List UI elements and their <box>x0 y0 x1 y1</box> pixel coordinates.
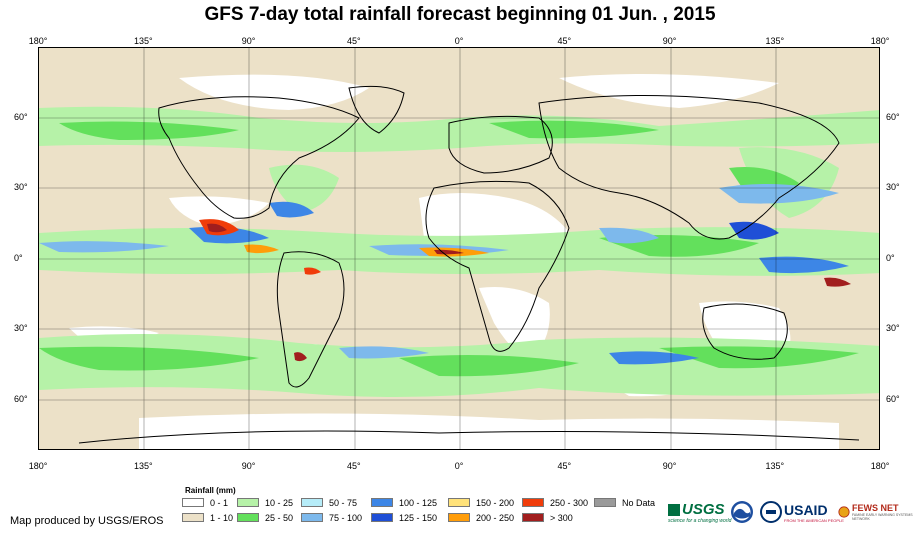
rain-25-50 <box>39 120 859 377</box>
legend-label: 200 - 250 <box>476 512 515 523</box>
legend-label: > 300 <box>550 512 573 523</box>
legend-swatch <box>522 513 544 522</box>
longitude-tick-top: 180° <box>28 36 48 46</box>
legend-swatch <box>237 513 259 522</box>
longitude-tick-top: 90° <box>662 36 677 46</box>
legend-item: 0 - 1 <box>182 497 228 508</box>
legend-swatch <box>301 498 323 507</box>
usgs-wave-icon <box>668 503 680 516</box>
longitude-tick-bottom: 90° <box>241 461 256 471</box>
rainfall-map-canvas <box>39 48 879 449</box>
usaid-logo: USAID FROM THE AMERICAN PEOPLE <box>760 497 844 527</box>
longitude-tick-top: 0° <box>454 36 464 46</box>
credit-text: Map produced by USGS/EROS <box>10 515 164 527</box>
legend-item: 1 - 10 <box>182 512 233 523</box>
legend-item: 25 - 50 <box>237 512 293 523</box>
legend-swatch <box>448 498 470 507</box>
latitude-tick-left: 0° <box>14 253 23 263</box>
legend-item: > 300 <box>522 512 573 523</box>
latitude-tick-right: 60° <box>886 394 900 404</box>
latitude-tick-right: 30° <box>886 323 900 333</box>
latitude-tick-right: 0° <box>886 253 895 263</box>
legend-item: No Data <box>594 497 655 508</box>
legend-swatch <box>371 513 393 522</box>
longitude-tick-bottom: 180° <box>870 461 890 471</box>
legend-item: 125 - 150 <box>371 512 437 523</box>
legend-label: 75 - 100 <box>329 512 363 523</box>
legend-item: 75 - 100 <box>301 512 362 523</box>
legend-swatch <box>371 498 393 507</box>
legend-label: 150 - 200 <box>476 497 515 508</box>
legend-label: 25 - 50 <box>265 512 294 523</box>
longitude-tick-bottom: 45° <box>346 461 361 471</box>
legend-swatch <box>301 513 323 522</box>
latitude-tick-right: 30° <box>886 182 900 192</box>
usgs-logo: USGS science for a changing world <box>668 497 731 527</box>
noaa-logo-icon <box>730 497 754 527</box>
legend-swatch <box>237 498 259 507</box>
usaid-tagline: FROM THE AMERICAN PEOPLE <box>784 517 844 523</box>
legend-item: 250 - 300 <box>522 497 588 508</box>
fews-net-logo: FEWS NET FAMINE EARLY WARNING SYSTEMS NE… <box>838 497 920 527</box>
noaa-logo-icon-graphic <box>731 501 753 523</box>
legend-item: 100 - 125 <box>371 497 437 508</box>
fews-globe-icon <box>838 506 850 518</box>
longitude-tick-top: 45° <box>557 36 572 46</box>
legend-label: 125 - 150 <box>399 512 438 523</box>
longitude-tick-top: 135° <box>765 36 785 46</box>
legend-item: 50 - 75 <box>301 497 357 508</box>
legend-label: 50 - 75 <box>329 497 358 508</box>
legend-label: 100 - 125 <box>399 497 438 508</box>
legend-label: No Data <box>622 497 656 508</box>
usgs-tagline: science for a changing world <box>668 517 732 524</box>
legend-label: 1 - 10 <box>210 512 234 523</box>
legend-title: Rainfall (mm) <box>185 486 236 495</box>
map-title: GFS 7-day total rainfall forecast beginn… <box>204 4 716 25</box>
latitude-tick-left: 60° <box>14 394 28 404</box>
fews-tagline: FAMINE EARLY WARNING SYSTEMS NETWORK <box>851 513 913 521</box>
longitude-tick-bottom: 0° <box>454 461 464 471</box>
longitude-tick-top: 90° <box>241 36 256 46</box>
graticule <box>39 48 879 449</box>
legend-label: 0 - 1 <box>210 497 229 508</box>
longitude-tick-top: 45° <box>346 36 361 46</box>
legend-swatch <box>594 498 616 507</box>
legend-label: 250 - 300 <box>550 497 589 508</box>
legend-label: 10 - 25 <box>265 497 294 508</box>
fews-logo-text: FEWS NET <box>851 503 899 513</box>
usaid-seal-icon <box>760 501 782 523</box>
usgs-logo-text: USGS <box>682 500 725 518</box>
latitude-tick-left: 30° <box>14 323 28 333</box>
longitude-tick-top: 180° <box>870 36 890 46</box>
longitude-tick-bottom: 45° <box>557 461 572 471</box>
longitude-tick-bottom: 180° <box>28 461 48 471</box>
longitude-tick-bottom: 135° <box>133 461 153 471</box>
usaid-logo-text: USAID <box>784 501 828 518</box>
legend-swatch <box>182 513 204 522</box>
longitude-tick-top: 135° <box>133 36 153 46</box>
latitude-tick-left: 30° <box>14 182 28 192</box>
longitude-tick-bottom: 135° <box>765 461 785 471</box>
latitude-tick-right: 60° <box>886 112 900 122</box>
legend-swatch <box>448 513 470 522</box>
rain-extreme <box>199 219 851 362</box>
latitude-tick-left: 60° <box>14 112 28 122</box>
longitude-tick-bottom: 90° <box>662 461 677 471</box>
legend-item: 200 - 250 <box>448 512 514 523</box>
legend-item: 150 - 200 <box>448 497 514 508</box>
legend-item: 10 - 25 <box>237 497 293 508</box>
legend-swatch <box>182 498 204 507</box>
legend-swatch <box>522 498 544 507</box>
rainfall-map <box>38 47 880 450</box>
